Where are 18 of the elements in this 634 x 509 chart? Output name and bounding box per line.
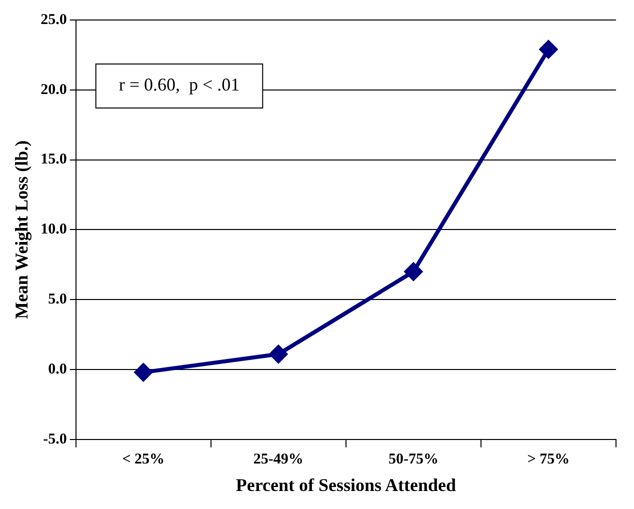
x-tick-label: 50-75% (388, 451, 438, 468)
y-tick-label: 25.0 (40, 12, 67, 28)
point (134, 362, 153, 382)
y-tick-label: -5.0 (43, 431, 67, 448)
annotation: r = 0.60, p < .01 (118, 74, 240, 95)
y-axis-title: Mean Weight Loss (lb.) (11, 140, 32, 320)
y-tick-label: 5.0 (48, 291, 67, 308)
point (404, 262, 423, 282)
y-tick-label: 15.0 (40, 152, 67, 168)
point (538, 40, 558, 59)
y-tick-label: 20.0 (40, 82, 67, 98)
x-tick-label: < 25% (122, 451, 165, 468)
y-tick-label: 10.0 (40, 222, 67, 238)
point (268, 344, 288, 364)
x-tick-label: > 75% (527, 451, 570, 468)
x-axis-title: Percent of Sessions Attended (236, 474, 456, 495)
y-tick-label: 0.0 (48, 361, 67, 378)
x-tick-label: 25-49% (253, 451, 304, 468)
